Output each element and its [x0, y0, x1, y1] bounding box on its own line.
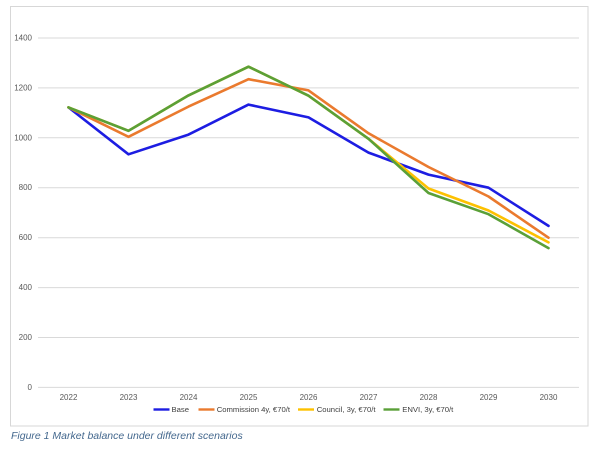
svg-text:Commission 4y, €70/t: Commission 4y, €70/t: [217, 405, 291, 414]
svg-text:2028: 2028: [420, 393, 438, 402]
svg-text:Council, 3y, €70/t: Council, 3y, €70/t: [317, 405, 377, 414]
svg-text:800: 800: [19, 183, 33, 192]
svg-text:400: 400: [19, 283, 33, 292]
svg-text:ENVI, 3y, €70/t: ENVI, 3y, €70/t: [402, 405, 454, 414]
svg-text:2030: 2030: [540, 393, 558, 402]
svg-text:2026: 2026: [300, 393, 318, 402]
svg-text:200: 200: [19, 333, 33, 342]
svg-text:Base: Base: [172, 405, 190, 414]
svg-text:1400: 1400: [14, 34, 32, 43]
svg-text:1000: 1000: [14, 133, 32, 142]
svg-text:2027: 2027: [360, 393, 378, 402]
svg-text:2023: 2023: [120, 393, 138, 402]
svg-text:2022: 2022: [60, 393, 78, 402]
svg-text:1200: 1200: [14, 83, 32, 92]
svg-text:2025: 2025: [240, 393, 258, 402]
svg-text:600: 600: [19, 233, 33, 242]
svg-text:2024: 2024: [180, 393, 198, 402]
svg-text:0: 0: [28, 383, 33, 392]
svg-text:2029: 2029: [480, 393, 498, 402]
